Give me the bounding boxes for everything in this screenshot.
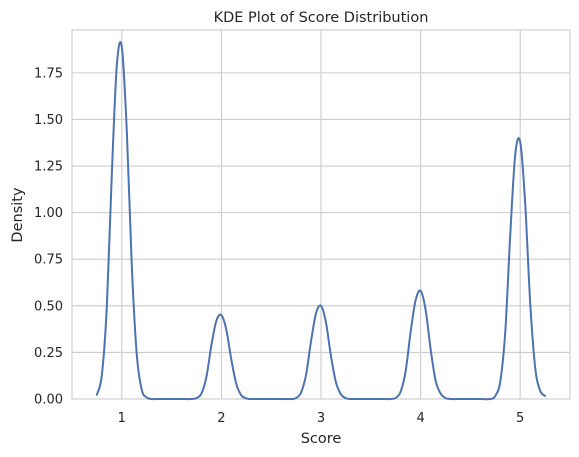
kde-series-line	[95, 41, 547, 401]
x-tick-label: 4	[416, 411, 424, 426]
plot-frame	[71, 29, 571, 400]
line-layer	[95, 41, 547, 401]
y-tick-label: 1.50	[34, 113, 63, 128]
y-tick-label: 0.50	[34, 299, 63, 314]
x-tick-label: 1	[118, 411, 126, 426]
chart-title: KDE Plot of Score Distribution	[214, 10, 429, 26]
x-tick-label: 2	[217, 411, 225, 426]
y-axis-label: Density	[10, 187, 26, 243]
y-tick-label: 1.75	[34, 66, 63, 81]
y-tick-label: 0.75	[34, 253, 63, 268]
x-tick-label: 3	[317, 411, 325, 426]
y-tick-label: 0.00	[34, 393, 63, 408]
y-tick-label: 1.25	[34, 160, 63, 175]
tick-layer: 1 2 3 4 5 0.00 0.25 0.50 0.75 1.00 1.25 1.50 1.75	[34, 66, 524, 426]
y-tick-label: 0.25	[34, 346, 63, 361]
y-tick-label: 1.00	[34, 206, 63, 221]
x-axis-label: Score	[301, 431, 342, 447]
x-tick-label: 5	[516, 411, 524, 426]
grid-layer	[72, 30, 570, 400]
